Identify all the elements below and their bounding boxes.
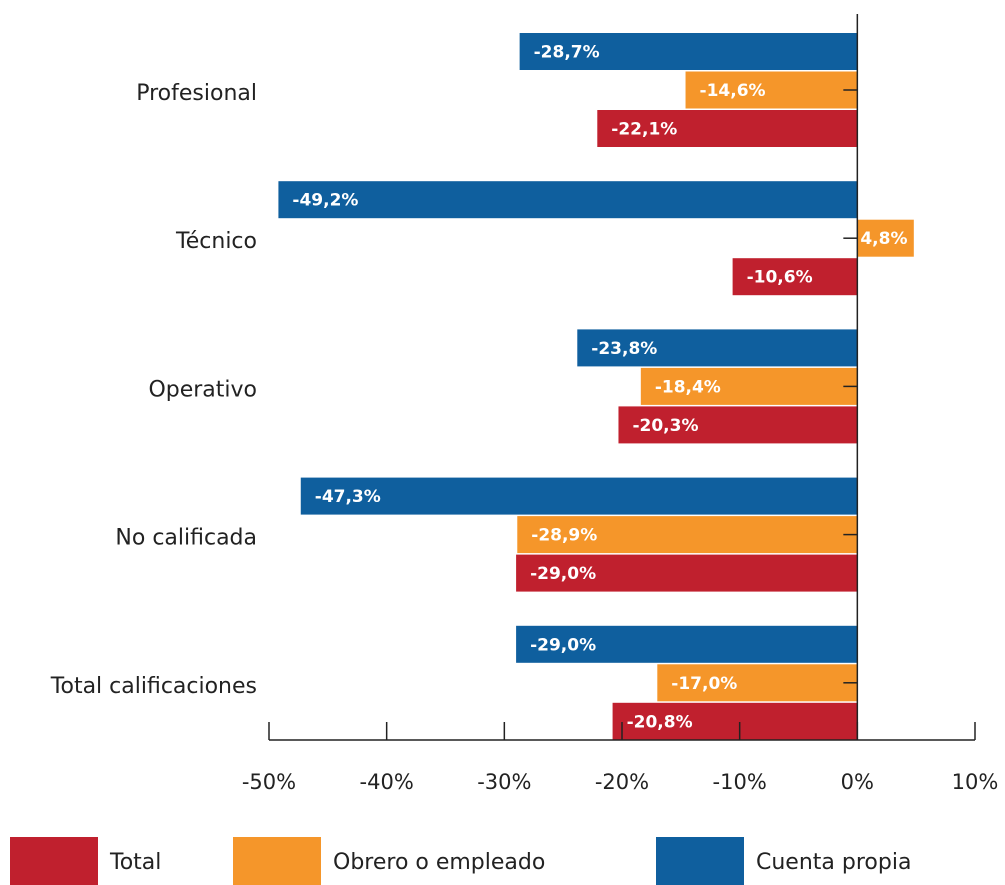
bar xyxy=(612,702,858,740)
bar xyxy=(516,554,858,592)
value-label: -20,8% xyxy=(627,712,693,732)
value-label: -17,0% xyxy=(671,674,737,694)
x-tick-label: -40% xyxy=(360,770,414,794)
x-tick-label: -10% xyxy=(713,770,767,794)
value-label: -14,6% xyxy=(700,81,766,101)
value-label: -10,6% xyxy=(747,268,813,288)
category-label: Profesional xyxy=(136,81,257,106)
bar xyxy=(597,110,858,147)
bar xyxy=(732,258,858,296)
legend-label: Obrero o empleado xyxy=(333,850,545,875)
bar xyxy=(577,329,858,367)
bar xyxy=(278,181,858,219)
bar xyxy=(517,516,858,554)
bar xyxy=(618,406,858,444)
value-label: -29,0% xyxy=(530,635,596,655)
value-label: -28,9% xyxy=(531,526,597,546)
bar xyxy=(657,664,858,702)
value-label: -47,3% xyxy=(315,487,381,507)
category-label: Total calificaciones xyxy=(50,674,257,699)
legend-swatch xyxy=(656,837,744,885)
bar xyxy=(640,367,858,405)
x-tick-label: -30% xyxy=(477,770,531,794)
value-label: 4,8% xyxy=(860,229,907,249)
value-label: -20,3% xyxy=(632,416,698,436)
bar xyxy=(519,33,858,70)
legend-label: Cuenta propia xyxy=(756,850,911,875)
bar xyxy=(516,625,858,663)
category-label: No calificada xyxy=(115,526,257,551)
value-label: -18,4% xyxy=(655,377,721,397)
bar xyxy=(857,219,914,257)
x-tick-label: 0% xyxy=(841,770,874,794)
x-tick-label: 10% xyxy=(952,770,999,794)
value-label: -23,8% xyxy=(591,339,657,359)
value-label: -28,7% xyxy=(534,43,600,63)
bar xyxy=(685,71,858,109)
bar xyxy=(300,477,858,515)
x-tick-label: -20% xyxy=(595,770,649,794)
category-label: Operativo xyxy=(148,377,257,402)
legend-label: Total xyxy=(109,850,161,875)
value-label: -49,2% xyxy=(292,191,358,211)
x-tick-label: -50% xyxy=(242,770,296,794)
category-label: Técnico xyxy=(175,229,257,254)
value-label: -22,1% xyxy=(611,120,677,140)
legend-swatch xyxy=(10,837,98,885)
legend-swatch xyxy=(233,837,321,885)
value-label: -29,0% xyxy=(530,564,596,584)
